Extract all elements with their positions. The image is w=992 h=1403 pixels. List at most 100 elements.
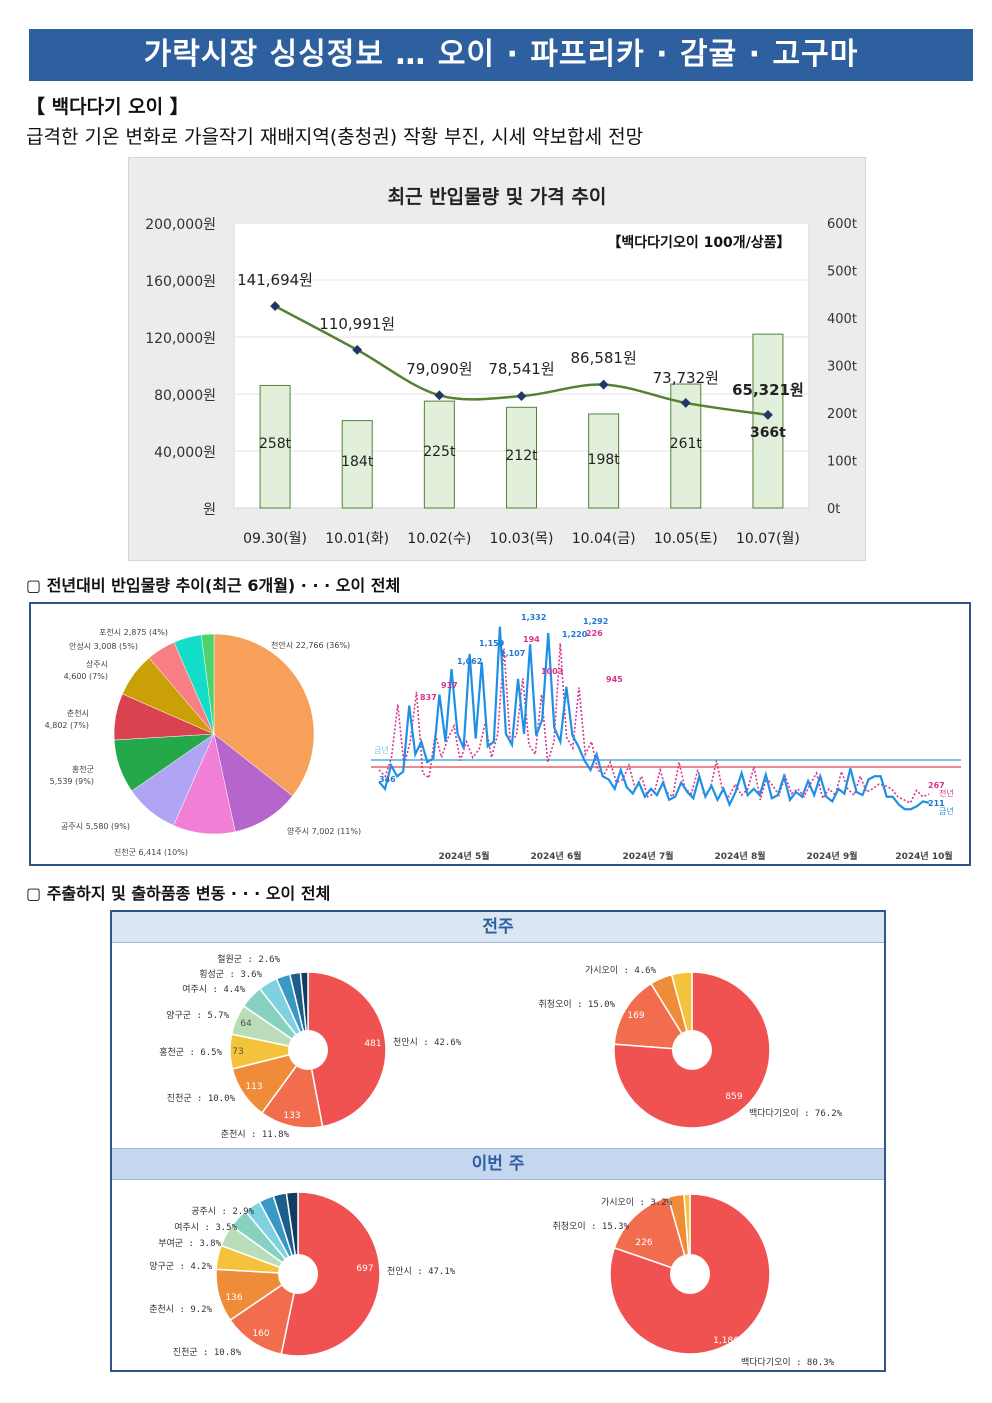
left-tick-label: 원 xyxy=(203,502,216,518)
pie-slice xyxy=(613,982,694,1051)
donut-hole xyxy=(670,1254,710,1294)
data-label: 211 xyxy=(928,799,945,808)
donut-category-label: 진천군 : 10.8% xyxy=(173,1347,242,1358)
donut-category-label: 여주시 : 3.5% xyxy=(174,1221,237,1233)
pie-label: 4,600 (7%) xyxy=(64,672,108,681)
ref-line-label: 금년 xyxy=(374,745,389,755)
price-label: 79,090원 xyxy=(406,360,472,378)
left-tick-label: 200,000원 xyxy=(145,217,216,233)
data-label: 837 xyxy=(420,693,437,702)
pie-slice xyxy=(229,1272,300,1356)
price-label: 78,541원 xyxy=(488,360,554,378)
donut-hole xyxy=(672,1030,712,1070)
donut-category-label: 취청오이 : 15.0% xyxy=(539,999,616,1010)
volume-bar xyxy=(752,333,784,509)
donut-category-label: 천안시 : 42.6% xyxy=(393,1037,462,1048)
donut-category-label: 백다다기오이 : 76.2% xyxy=(749,1108,843,1119)
data-label: 194 xyxy=(523,635,540,644)
donut-category-label: 취청오이 : 15.3% xyxy=(553,1221,630,1232)
yoy-volume-line-chart: 2024년 5월 2024년 6월 2024년 7월 2024년 8월 2024년 9월… xyxy=(371,613,961,862)
weekly-heading: ▢ 주출하지 및 출하품종 변동 · · · 오이 전체 xyxy=(26,884,331,903)
category-label: 10.01(화) xyxy=(325,531,389,547)
data-label: 945 xyxy=(606,675,623,684)
left-tick-label: 160,000원 xyxy=(145,274,216,290)
pie-slice xyxy=(670,971,693,1051)
pie-slice xyxy=(213,633,315,797)
category-label: 10.03(목) xyxy=(490,531,554,547)
volume-bar-label: 198t xyxy=(588,452,621,468)
x-tick-label: 2024년 5월 xyxy=(438,850,489,862)
donut-category-label: 춘천시 : 11.8% xyxy=(221,1129,290,1140)
pie-slice xyxy=(280,1191,381,1357)
price-marker xyxy=(352,344,363,355)
category-label: 10.07(월) xyxy=(736,531,800,547)
pie-label: 4,802 (7%) xyxy=(45,721,89,730)
yoy-region-pie: 천안시 22,766 (36%) 양주시 7,002 (11%) 진천군 6,414… xyxy=(45,627,361,857)
right-tick-label: 600t xyxy=(827,217,857,232)
donut-value-label: 136 xyxy=(225,1293,242,1303)
prev-week-charts: 481 천안시 : 42.6% 133 춘천시 : 11.8% 113 진천군 : 10.… xyxy=(159,954,843,1140)
series-line-prev xyxy=(378,643,930,805)
pie-label: 상주시 xyxy=(86,659,108,669)
volume-bar xyxy=(341,420,373,509)
volume-bar-label: 212t xyxy=(505,448,538,464)
left-tick-label: 120,000원 xyxy=(145,331,216,347)
donut-value-label: 226 xyxy=(635,1238,652,1248)
donut-category-label: 천안시 : 47.1% xyxy=(387,1266,456,1277)
this-week-charts: 697 천안시 : 47.1% 160 진천군 : 10.8% 136 춘천시 : 9.2… xyxy=(149,1191,835,1368)
data-label: 1,107 xyxy=(500,649,525,658)
pie-slice xyxy=(307,971,387,1128)
donut-value-label: 169 xyxy=(627,1011,644,1021)
volume-bar-label: 366t xyxy=(750,425,786,441)
data-label: 1,062 xyxy=(457,657,482,666)
donut-value-label: 859 xyxy=(725,1092,742,1102)
price-label: 110,991원 xyxy=(319,315,395,333)
donut-value-label: 160 xyxy=(252,1329,269,1339)
series-line-curr xyxy=(378,626,930,811)
pie-slice xyxy=(200,633,215,735)
price-marker xyxy=(680,397,691,408)
donut-value-label: 1,186 xyxy=(713,1336,739,1346)
volume-bar-label: 225t xyxy=(423,444,456,460)
data-label: 917 xyxy=(441,681,458,690)
volume-bar xyxy=(506,406,537,509)
data-label: 1,159 xyxy=(479,639,505,648)
data-label: 346 xyxy=(379,775,396,784)
pie-label: 5,539 (9%) xyxy=(50,777,94,786)
data-label: 1,220 xyxy=(562,630,588,639)
page-banner: 가락시장 싱싱정보 … 오이 · 파프리카 · 감귤 · 고구마 xyxy=(29,29,973,81)
donut-value-label: 113 xyxy=(245,1082,262,1092)
price-marker xyxy=(270,301,281,312)
right-tick-label: 400t xyxy=(827,312,857,327)
yoy-heading: ▢ 전년대비 반입물량 추이(최근 6개월) · · · 오이 전체 xyxy=(26,576,401,595)
category-label: 10.04(금) xyxy=(572,531,636,547)
volume-bar-label: 261t xyxy=(670,436,703,452)
price-marker xyxy=(516,391,527,402)
category-label: 10.02(수) xyxy=(407,531,471,547)
right-tick-label: 500t xyxy=(827,265,857,280)
donut-hole xyxy=(278,1254,318,1294)
volume-bar-label: 258t xyxy=(259,436,292,452)
price-label: 86,581원 xyxy=(570,349,636,367)
donut-value-label: 73 xyxy=(232,1047,243,1057)
pie-slice xyxy=(613,971,771,1129)
x-tick-label: 2024년 9월 xyxy=(806,850,857,862)
x-tick-label: 2024년 10월 xyxy=(895,850,952,862)
price-marker xyxy=(762,409,773,420)
right-tick-label: 300t xyxy=(827,360,857,375)
left-tick-label: 40,000원 xyxy=(154,445,216,461)
pie-label: 진천군 6,414 (10%) xyxy=(114,847,188,857)
volume-bar xyxy=(259,384,291,509)
pie-slice xyxy=(683,1193,691,1275)
right-tick-label: 0t xyxy=(827,502,840,517)
legend-label-prev: 전년 xyxy=(939,788,954,798)
section-subtitle: 급격한 기온 변화로 가을작기 재배지역(충청권) 작황 부진, 시세 약보합세… xyxy=(26,126,644,148)
donut-category-label: 가시오이 : 4.6% xyxy=(585,965,657,976)
pie-label: 홍천군 xyxy=(72,764,94,774)
donut-category-label: 양구군 : 5.7% xyxy=(166,1010,229,1021)
price-volume-chart: 최근 반입물량 및 가격 추이 【백다다기오이 100개/상품】 원 40,000원 8… xyxy=(128,157,866,561)
donut-category-label: 가시오이 : 3.2% xyxy=(601,1197,673,1208)
price-label: 65,321원 xyxy=(732,381,804,399)
data-label: 267 xyxy=(928,781,945,790)
donut-category-label: 진천군 : 10.0% xyxy=(167,1093,236,1104)
